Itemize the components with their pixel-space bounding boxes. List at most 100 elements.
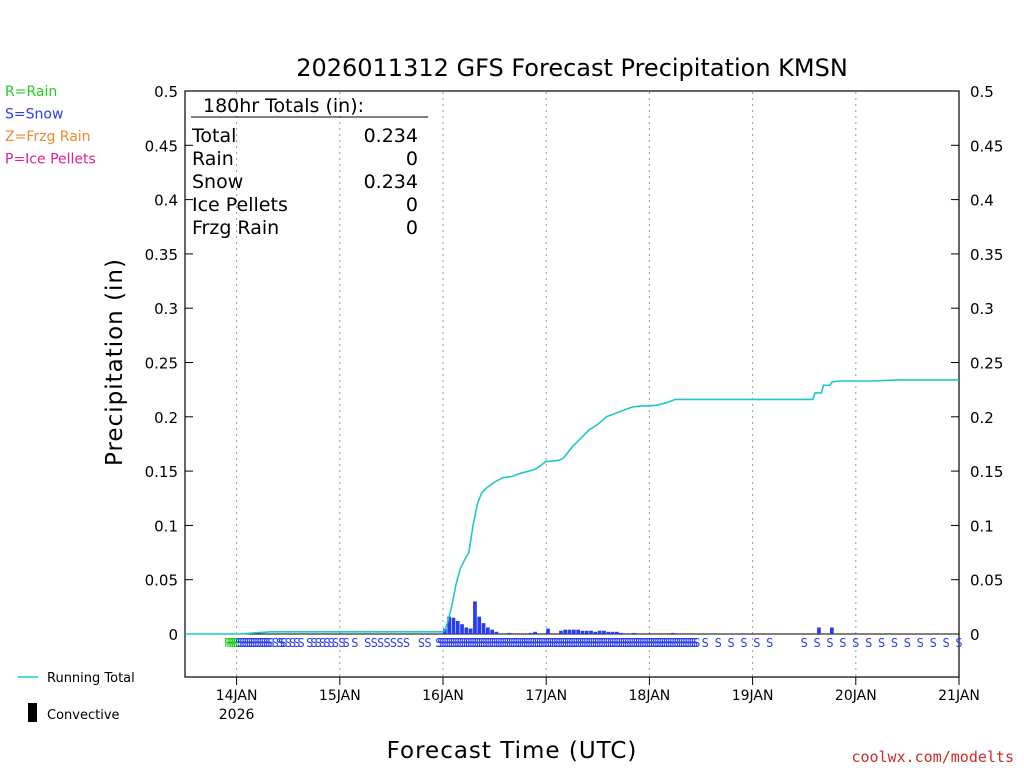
ptype-snow-marker: S <box>586 636 593 650</box>
ptype-snow-marker: S <box>691 636 698 650</box>
ptype-snow-marker: S <box>474 636 481 650</box>
ptype-snow-marker: S <box>852 636 859 650</box>
ptype-snow-marker: S <box>639 636 646 650</box>
ptype-snow-marker: S <box>620 636 627 650</box>
ptype-snow-marker: S <box>252 636 259 650</box>
y-tick-label: 0.05 <box>145 572 178 590</box>
ptype-snow-marker: S <box>521 636 528 650</box>
ptype-snow-marker: S <box>667 636 674 650</box>
ptype-snow-marker: S <box>614 636 621 650</box>
ptype-snow-marker: S <box>674 636 681 650</box>
ptype-snow-marker: S <box>955 636 962 650</box>
ptype-snow-marker: S <box>242 636 249 650</box>
ptype-snow-marker: S <box>766 636 773 650</box>
ptype-snow-marker: S <box>272 636 279 650</box>
ptype-snow-marker: S <box>930 636 937 650</box>
ptype-snow-marker: S <box>560 636 567 650</box>
y-tick-label: 0.4 <box>154 192 178 210</box>
ptype-snow-marker: S <box>534 636 541 650</box>
snow-bar <box>473 601 477 634</box>
snow-bar <box>602 630 606 634</box>
ptype-snow-marker: S <box>459 636 466 650</box>
snow-bar <box>546 628 550 634</box>
ptype-snow-marker: S <box>418 636 425 650</box>
ptype-snow-marker: S <box>476 636 483 650</box>
ptype-snow-marker: S <box>669 636 676 650</box>
totals-box: 180hr Totals (in): Total 0.234 Rain 0 Snow 0.2… <box>191 95 428 239</box>
ptype-snow-marker: S <box>644 636 651 650</box>
ptype-snow-marker: S <box>891 636 898 650</box>
ptype-snow-marker: S <box>637 636 644 650</box>
x-tick-year: 2026 <box>219 707 255 723</box>
ptype-snow-marker: S <box>293 636 300 650</box>
ptype-snow-marker: S <box>635 636 642 650</box>
snow-bar <box>632 632 636 634</box>
ptype-snow-marker: S <box>530 636 537 650</box>
ptype-snow-marker: S <box>865 636 872 650</box>
totals-row-value: 0.234 <box>364 171 418 193</box>
ptype-snow-marker: S <box>566 636 573 650</box>
ptype-snow-marker: S <box>280 636 287 650</box>
ptype-snow-marker: S <box>263 636 270 650</box>
ptype-snow-marker: S <box>573 636 580 650</box>
ptype-snow-marker: S <box>276 636 283 650</box>
totals-row-value: 0 <box>406 194 418 216</box>
y-tick-label: 0.1 <box>970 517 994 535</box>
ptype-snow-marker: S <box>659 636 666 650</box>
ptype-snow-marker: S <box>684 636 691 650</box>
ptype-snow-marker: S <box>265 636 272 650</box>
ptype-snow-marker: S <box>289 636 296 650</box>
snow-bar <box>464 627 469 634</box>
snow-bar <box>610 631 615 634</box>
y-axis-right: 0 0.05 0.1 0.15 0.2 0.25 0.3 0.35 0.4 0.45 0.5 <box>951 83 1003 644</box>
running-total-line <box>185 379 959 635</box>
running-total-legend-label: Running Total <box>47 671 135 686</box>
ptype-snow-marker: S <box>239 636 246 650</box>
y-tick-label: 0.45 <box>145 137 178 155</box>
ptype-snow-marker: S <box>457 636 464 650</box>
x-tick-label: 14JAN <box>216 688 258 704</box>
ptype-snow-marker: S <box>594 636 601 650</box>
ptype-snow-marker: S <box>472 636 479 650</box>
ptype-snow-marker: S <box>250 636 257 650</box>
ptype-snow-marker: S <box>626 636 633 650</box>
snow-bar <box>580 630 585 634</box>
ptype-snow-marker: S <box>564 636 571 650</box>
snow-bar <box>670 632 675 634</box>
ptype-snow-marker: S <box>446 636 453 650</box>
ptype-snow-marker: S <box>715 636 722 650</box>
ptype-snow-marker: S <box>727 636 734 650</box>
ptype-snow-marker: S <box>553 636 560 650</box>
ptype-snow-marker: S <box>839 636 846 650</box>
ptype-snow-marker: S <box>549 636 556 650</box>
ptype-snow-marker: S <box>502 636 509 650</box>
y-tick-label: 0.3 <box>970 300 994 318</box>
ptype-snow-marker: S <box>680 636 687 650</box>
ptype-snow-marker: S <box>603 636 610 650</box>
ptype-snow-marker: S <box>506 636 513 650</box>
ptype-snow-marker: S <box>590 636 597 650</box>
ptype-snow-marker: S <box>904 636 911 650</box>
ptype-snow-marker: S <box>801 636 808 650</box>
ptype-snow-marker: S <box>297 636 304 650</box>
totals-row-value: 0.234 <box>364 125 418 147</box>
ptype-snow-marker: S <box>598 636 605 650</box>
x-tick-label: 19JAN <box>732 688 774 704</box>
ptype-snow-marker: S <box>467 636 474 650</box>
snow-bar <box>460 624 464 634</box>
ptype-snow-marker: S <box>654 636 661 650</box>
ptype-snow-marker: S <box>826 636 833 650</box>
snow-bar <box>455 620 460 634</box>
ptype-snow-marker: S <box>310 636 317 650</box>
ptype-snow-marker: S <box>244 636 251 650</box>
ptype-snow-marker: S <box>454 636 461 650</box>
ptype-snow-marker: S <box>588 636 595 650</box>
ptype-snow-marker: S <box>508 636 515 650</box>
snow-bar <box>481 623 486 634</box>
ptype-snow-marker: S <box>510 636 517 650</box>
ptype-snow-marker: S <box>622 636 629 650</box>
ptype-snow-marker: S <box>596 636 603 650</box>
ptype-snow-marker: S <box>491 636 498 650</box>
ptype-snow-marker: S <box>442 636 449 650</box>
